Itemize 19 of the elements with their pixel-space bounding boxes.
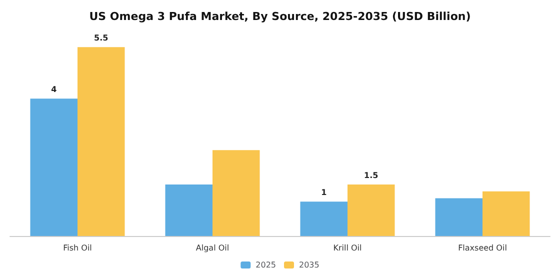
data-label: 1 (321, 188, 328, 198)
bar (482, 191, 530, 236)
chart-title: US Omega 3 Pufa Market, By Source, 2025-2035 (USD Billion) (89, 10, 471, 23)
x-tick-label: Flaxseed Oil (458, 244, 507, 252)
data-label: 4 (51, 85, 58, 94)
bar (348, 184, 395, 236)
x-tick-label: Algal Oil (196, 244, 230, 252)
legend-label: 2025 (256, 260, 276, 270)
data-label: 5.5 (94, 34, 109, 43)
bar (165, 184, 212, 236)
bar (212, 150, 260, 236)
bar (435, 198, 482, 236)
bar (300, 202, 348, 236)
x-tick-label: Fish Oil (63, 244, 92, 252)
legend-label: 2035 (299, 260, 320, 270)
x-tick-label: Krill Oil (333, 244, 362, 252)
bar (78, 47, 125, 236)
bar (30, 98, 78, 236)
data-label: 1.5 (364, 171, 379, 180)
